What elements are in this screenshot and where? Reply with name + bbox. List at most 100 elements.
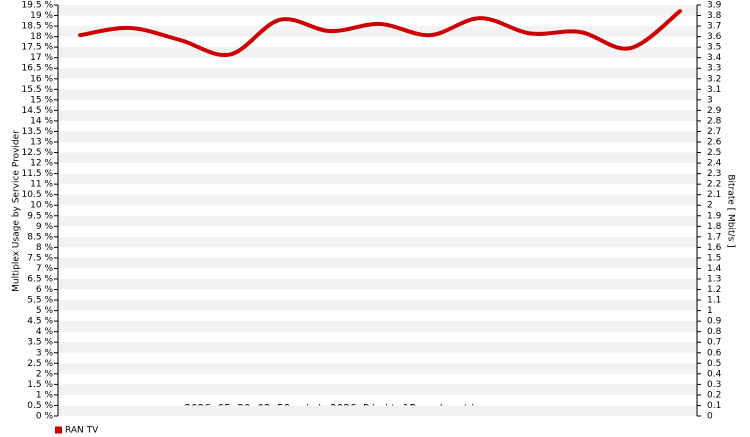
grid-band: [58, 321, 697, 332]
y2-tick-label: 1.4: [707, 264, 722, 274]
y2-axis-title: Bitrate [ Mbit/s ]: [726, 174, 736, 247]
y-tick-label: 15.5 %: [22, 85, 54, 95]
y2-tick-label: 0.7: [707, 338, 721, 348]
y-tick-label: 6 %: [36, 285, 54, 295]
plot-background: [58, 5, 697, 416]
y-tick-label: 17 %: [30, 53, 53, 63]
y2-tick-label: 2.5: [707, 148, 721, 158]
y-tick-label: 18 %: [30, 32, 53, 42]
grid-band: [58, 405, 697, 416]
grid-band: [58, 131, 697, 142]
y2-tick-label: 0.6: [707, 348, 722, 358]
y2-tick-label: 1.9: [707, 211, 722, 221]
y-tick-label: 1.5 %: [27, 380, 53, 390]
y-tick-label: 2.5 %: [27, 359, 53, 369]
grid-band: [58, 89, 697, 100]
y-tick-label: 2 %: [36, 369, 54, 379]
grid-band: [58, 300, 697, 311]
y-tick-label: 3.5 %: [27, 338, 53, 348]
y2-tick-label: 1.8: [707, 222, 722, 232]
y2-tick-label: 2.7: [707, 127, 721, 137]
y2-tick-label: 0.5: [707, 359, 721, 369]
y2-tick-label: 3.2: [707, 74, 721, 84]
y2-tick-label: 3.8: [707, 11, 722, 21]
grid-band: [58, 279, 697, 290]
y-tick-label: 1 %: [36, 390, 54, 400]
y-tick-label: 0 %: [36, 412, 54, 422]
y2-tick-label: 0.3: [707, 380, 721, 390]
y-tick-label: 18.5 %: [22, 22, 54, 32]
y-tick-label: 14.5 %: [22, 106, 54, 116]
y-tick-label: 12 %: [30, 159, 53, 169]
y2-tick-label: 2.8: [707, 116, 722, 126]
y2-tick-label: 2.9: [707, 106, 722, 116]
y-tick-label: 17.5 %: [22, 43, 54, 53]
y2-tick-label: 1.7: [707, 232, 721, 242]
y2-tick-label: 0.1: [707, 401, 721, 411]
grid-band: [58, 173, 697, 185]
y-tick-label: 4.5 %: [27, 317, 53, 327]
y-tick-label: 6.5 %: [27, 275, 53, 285]
y2-tick-label: 2.4: [707, 159, 722, 169]
grid-band: [58, 194, 697, 206]
y2-tick-label: 3.4: [707, 53, 722, 63]
y2-tick-label: 1.6: [707, 243, 722, 253]
y-tick-label: 0.5 %: [27, 401, 53, 411]
y2-tick-label: 3.1: [707, 85, 721, 95]
y2-tick-label: 0.2: [707, 390, 721, 400]
y-tick-label: 16.5 %: [22, 64, 54, 74]
y2-tick-label: 3.5: [707, 43, 721, 53]
y-tick-label: 13 %: [30, 138, 53, 148]
y2-tick-label: 1.2: [707, 285, 721, 295]
y2-tick-label: 1: [707, 306, 713, 316]
y-tick-label: 9 %: [36, 222, 54, 232]
legend-label: RAN TV: [65, 426, 99, 436]
y-tick-label: 8 %: [36, 243, 54, 253]
y-tick-label: 7 %: [36, 264, 54, 274]
y2-tick-label: 3.9: [707, 1, 722, 11]
y2-tick-label: 2.1: [707, 190, 721, 200]
legend-swatch: [55, 426, 62, 434]
grid-band: [58, 384, 697, 395]
y2-tick-label: 3.3: [707, 64, 721, 74]
series-line: [78, 9, 682, 58]
y-tick-label: 19 %: [30, 11, 53, 21]
y-tick-label: 15 %: [30, 95, 53, 105]
y2-tick-label: 2.6: [707, 138, 722, 148]
y2-tick-label: 0.8: [707, 327, 722, 337]
y2-tick-label: 3.6: [707, 32, 722, 42]
grid-band: [58, 110, 697, 121]
y-axis-title: Multiplex Usage by Service Provider: [12, 130, 22, 292]
grid-band: [58, 68, 697, 79]
grid-band: [58, 342, 697, 353]
grid-band: [58, 215, 697, 227]
y-tick-label: 7.5 %: [27, 253, 53, 263]
y2-tick-label: 1.5: [707, 253, 721, 263]
y-tick-label: 9.5 %: [27, 211, 53, 221]
y-tick-label: 11.5 %: [22, 169, 54, 179]
grid-band: [58, 152, 697, 164]
y-tick-label: 10 %: [30, 201, 53, 211]
y2-tick-label: 2.3: [707, 169, 721, 179]
y-tick-label: 11 %: [30, 180, 53, 190]
y-tick-label: 8.5 %: [27, 232, 53, 242]
y2-tick-label: 1.1: [707, 296, 721, 306]
y-tick-label: 14 %: [30, 116, 53, 126]
y2-tick-label: 0.9: [707, 317, 722, 327]
y2-tick-label: 1.3: [707, 275, 721, 285]
y2-tick-label: 2: [707, 201, 713, 211]
y2-tick-label: 3: [707, 95, 713, 105]
y2-tick-label: 0: [707, 412, 713, 422]
y-tick-label: 19.5 %: [22, 1, 54, 11]
grid-band: [58, 5, 697, 16]
grid-band: [58, 236, 697, 248]
grid-band: [58, 26, 697, 37]
grid-band: [58, 47, 697, 58]
y2-tick-label: 3.7: [707, 22, 721, 32]
y-tick-label: 5 %: [36, 306, 54, 316]
y-tick-label: 10.5 %: [22, 190, 54, 200]
y-tick-label: 16 %: [30, 74, 53, 84]
grid-band: [58, 257, 697, 269]
y2-tick-label: 0.4: [707, 369, 722, 379]
